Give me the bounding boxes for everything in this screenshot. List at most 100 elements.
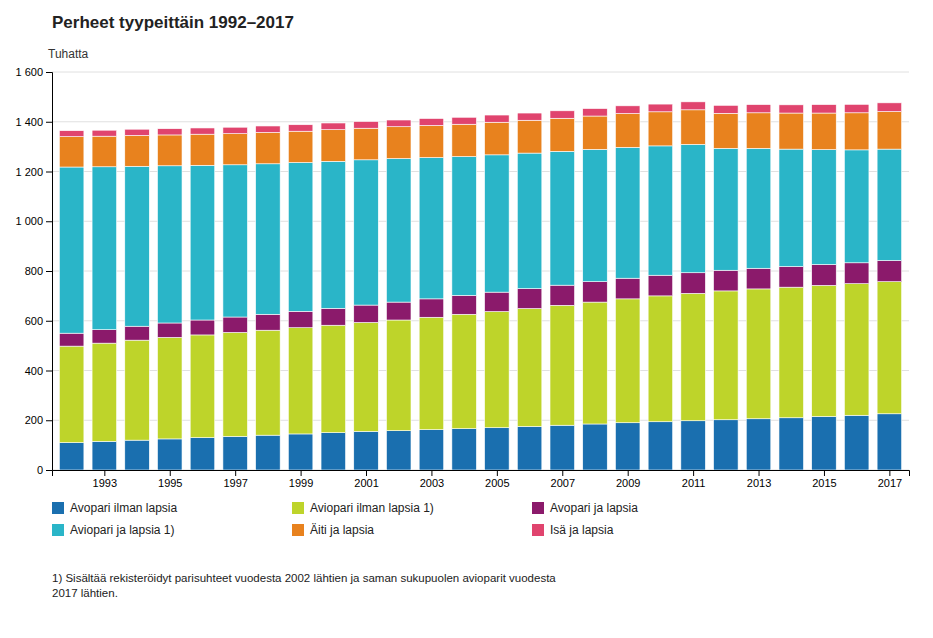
x-tick-mark	[366, 470, 367, 476]
bar	[583, 302, 608, 424]
bar	[321, 123, 346, 130]
bar	[223, 165, 248, 317]
y-tick-mark	[46, 271, 52, 272]
x-tick-label: 2003	[420, 477, 444, 489]
legend-item: Avopari ilman lapsia	[52, 501, 177, 515]
x-tick: 1993	[93, 470, 117, 489]
y-tick-label: 200	[25, 414, 43, 426]
y-tick: 200	[25, 414, 52, 426]
bar	[288, 125, 313, 131]
legend-swatch	[532, 524, 544, 536]
bar	[812, 417, 837, 470]
bar	[877, 112, 902, 150]
bar	[714, 148, 739, 270]
bar	[419, 119, 444, 126]
y-tick: 0	[37, 464, 52, 476]
bar	[157, 166, 182, 323]
bar	[812, 113, 837, 150]
bar	[583, 149, 608, 281]
bar	[615, 106, 640, 114]
x-tick-mark	[301, 470, 302, 476]
y-tick-label: 600	[25, 315, 43, 327]
bar	[844, 113, 869, 150]
bar	[681, 110, 706, 145]
legend-swatch	[52, 502, 64, 514]
chart: Perheet tyypeittäin 1992–2017Tuhatta0200…	[0, 0, 933, 638]
bar	[288, 434, 313, 470]
x-tick-label: 2009	[616, 477, 640, 489]
grid-line	[52, 72, 909, 73]
bar	[844, 284, 869, 416]
title: Perheet tyypeittäin 1992–2017	[52, 13, 294, 32]
x-tick-mark	[170, 470, 171, 476]
bar	[746, 419, 771, 470]
bar	[877, 282, 902, 414]
y-tick: 1 600	[15, 66, 52, 78]
bar	[223, 317, 248, 332]
x-tick-label: 1993	[93, 477, 117, 489]
bar	[288, 163, 313, 312]
x-tick: 2001	[354, 470, 378, 489]
legend-item: Äiti ja lapsia	[292, 523, 374, 537]
legend-label: Aviopari ja lapsia 1)	[70, 523, 175, 537]
x-tick: 2005	[485, 470, 509, 489]
legend-swatch	[292, 524, 304, 536]
legend-swatch	[292, 502, 304, 514]
bar	[877, 414, 902, 470]
bar	[485, 115, 510, 122]
bar	[485, 292, 510, 311]
y-tick: 400	[25, 365, 52, 377]
bar	[386, 431, 411, 470]
bar	[256, 314, 281, 330]
legend-label: Avopari ilman lapsia	[70, 501, 177, 515]
bar	[190, 165, 215, 320]
bar	[354, 122, 379, 129]
x-tick: 2003	[420, 470, 444, 489]
legend-item: Aviopari ilman lapsia 1)	[292, 501, 434, 515]
x-tick-mark	[235, 470, 236, 476]
bar	[190, 128, 215, 134]
bar	[550, 285, 575, 305]
bar	[386, 127, 411, 159]
bar	[648, 146, 673, 275]
bars	[59, 102, 901, 470]
bar	[354, 160, 379, 305]
y-tick-mark	[46, 221, 52, 222]
bar	[190, 335, 215, 438]
footnote-line: 2017 lähtien.	[52, 587, 118, 599]
bar	[583, 109, 608, 116]
x-tick: 2011	[682, 470, 706, 489]
footnote: 1) Sisältää rekisteröidyt parisuhteet vu…	[52, 572, 556, 599]
bar	[746, 268, 771, 289]
legend-label: Äiti ja lapsia	[310, 523, 374, 537]
bar	[615, 278, 640, 299]
legend: Avopari ilman lapsia Aviopari ilman lapsi…	[52, 501, 638, 537]
bar	[419, 317, 444, 429]
legend-swatch	[532, 502, 544, 514]
bar	[419, 125, 444, 157]
legend-swatch	[52, 524, 64, 536]
bar	[583, 424, 608, 470]
bar	[256, 330, 281, 435]
bar	[583, 282, 608, 302]
bar	[92, 330, 117, 343]
bar	[485, 122, 510, 155]
bar	[125, 326, 150, 340]
x-tick-mark	[431, 470, 432, 476]
bar	[321, 433, 346, 470]
bar	[59, 443, 84, 470]
x-tick: 1995	[158, 470, 182, 489]
bar	[59, 137, 84, 167]
bar	[714, 420, 739, 470]
bar	[746, 113, 771, 149]
bar	[354, 128, 379, 160]
bar	[452, 314, 477, 428]
bar	[517, 113, 542, 120]
bar	[157, 337, 182, 438]
x-tick: 1999	[289, 470, 313, 489]
x-tick: 2009	[616, 470, 640, 489]
bar	[844, 150, 869, 263]
x-tick-mark	[889, 470, 890, 476]
bar	[812, 285, 837, 416]
x-tick: 2015	[812, 470, 836, 489]
